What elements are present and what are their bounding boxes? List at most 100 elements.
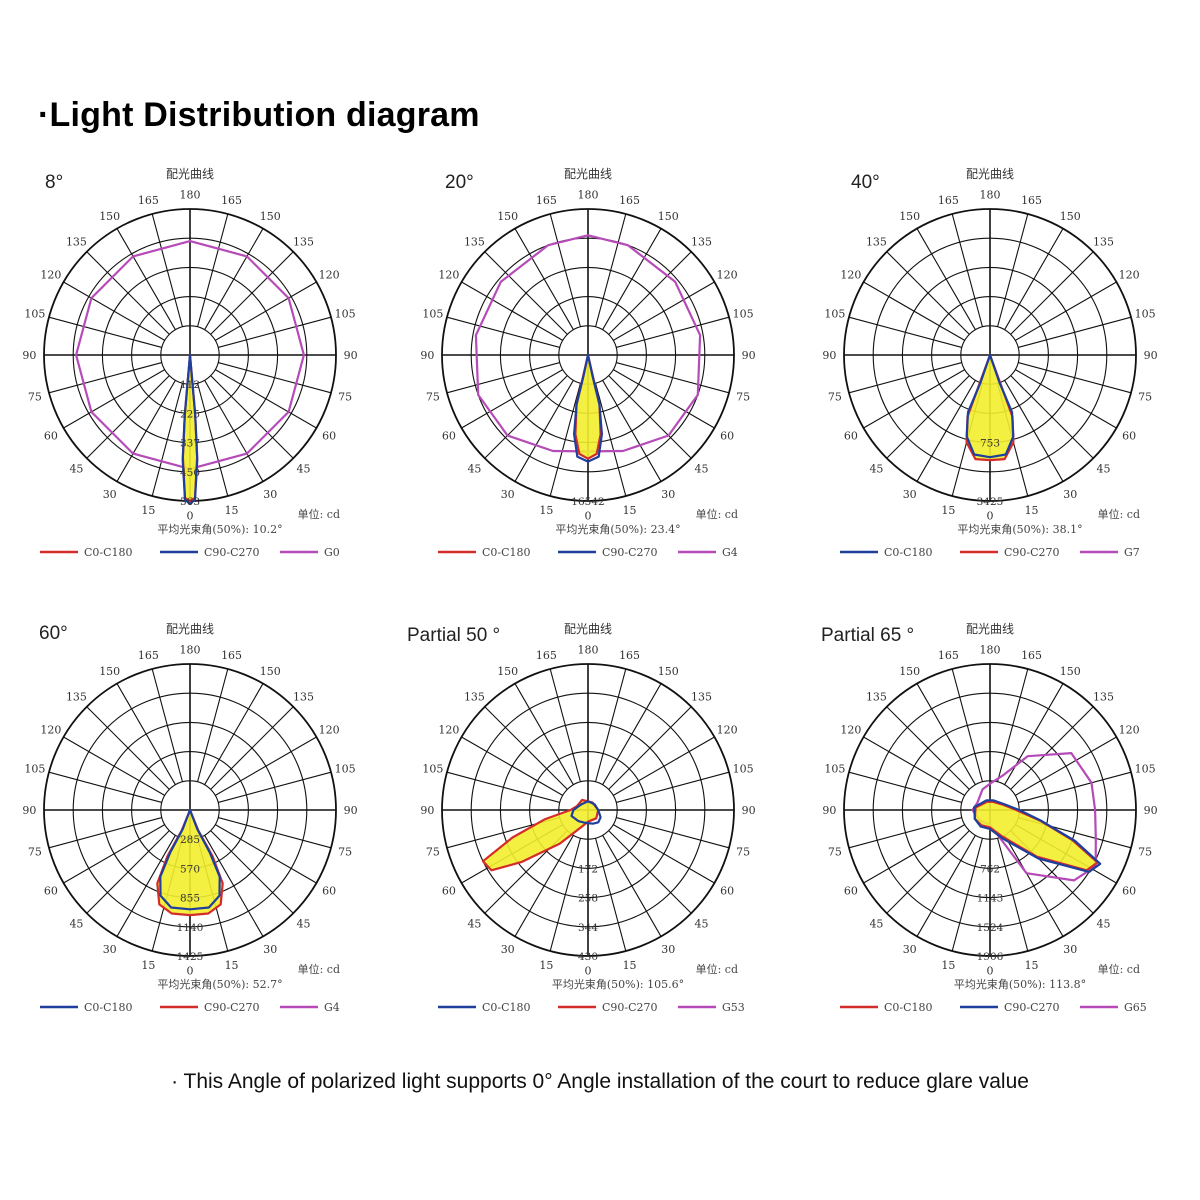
- legend-label: C0-C180: [84, 1001, 133, 1014]
- angle-tick-label: 75: [1138, 846, 1152, 859]
- angle-tick-label: 15: [539, 959, 553, 972]
- grid-spoke: [1004, 683, 1064, 785]
- grid-spoke: [86, 375, 170, 459]
- angle-tick-label: 135: [464, 235, 485, 248]
- grid-spoke: [63, 369, 165, 429]
- grid-spoke: [218, 817, 332, 849]
- angle-tick-label: 60: [844, 429, 858, 442]
- grid-spoke: [446, 316, 560, 348]
- angle-tick-label: 30: [263, 943, 277, 956]
- angle-tick-label: 30: [103, 943, 117, 956]
- grid-spoke: [616, 316, 730, 348]
- angle-tick-label: 180: [578, 643, 599, 656]
- legend-label: C0-C180: [884, 1001, 933, 1014]
- grid-spoke: [602, 228, 662, 330]
- legend-label: G53: [722, 1001, 745, 1014]
- grid-spoke: [514, 835, 574, 937]
- angle-tick-label: 150: [658, 665, 679, 678]
- angle-tick-label: 75: [736, 846, 750, 859]
- grid-spoke: [1018, 316, 1132, 348]
- angle-tick-label: 45: [1097, 463, 1111, 476]
- radial-value-label: 337: [180, 438, 200, 450]
- unit-label: 单位: cd: [696, 962, 738, 976]
- angle-tick-label: 30: [1063, 943, 1077, 956]
- legend-item: C0-C180: [40, 1001, 133, 1014]
- angle-tick-label: 105: [422, 307, 443, 320]
- angle-tick-label: 165: [1021, 194, 1042, 207]
- polar-diagram-p50: Partial 50 ° 配光曲线 180 165 150 135 120 105 90 75 60…: [407, 615, 763, 1035]
- grid-spoke: [1004, 835, 1064, 937]
- distribution-curve-magenta: [474, 234, 702, 453]
- grid-spoke: [210, 375, 294, 459]
- legend-label: C0-C180: [84, 546, 133, 559]
- grid-spoke: [549, 838, 581, 952]
- grid-spoke: [116, 380, 176, 482]
- angle-tick-label: 165: [221, 649, 242, 662]
- radial-value-label: 753: [980, 438, 1000, 450]
- grid-spoke: [863, 281, 965, 341]
- angle-tick-label: 75: [28, 846, 42, 859]
- diagram-angle-label: 60°: [39, 623, 68, 644]
- angle-tick-label: 30: [501, 943, 515, 956]
- radial-value-label: 1906: [977, 951, 1004, 963]
- legend-item: C0-C180: [438, 546, 531, 559]
- grid-spoke: [86, 706, 170, 790]
- grid-spoke: [1018, 771, 1132, 803]
- radial-value-label: 855: [180, 893, 200, 905]
- grid-spoke: [1010, 251, 1094, 335]
- angle-tick-label: 15: [225, 959, 239, 972]
- angle-tick-label: 0: [187, 510, 194, 523]
- angle-tick-label: 105: [422, 762, 443, 775]
- legend-item: C90-C270: [160, 1001, 260, 1014]
- angle-tick-label: 165: [938, 194, 959, 207]
- angle-tick-label: 45: [69, 463, 83, 476]
- angle-tick-label: 135: [1093, 690, 1114, 703]
- distribution-curve-blue: [973, 799, 1102, 873]
- grid-spoke: [1010, 706, 1094, 790]
- grid-spoke: [613, 369, 715, 429]
- legend-label: G4: [324, 1001, 340, 1014]
- grid-spoke: [608, 251, 692, 335]
- legend-item: C90-C270: [960, 1001, 1060, 1014]
- angle-tick-label: 90: [22, 804, 36, 817]
- angle-tick-label: 165: [138, 194, 159, 207]
- grid-spoke: [951, 213, 983, 327]
- angle-tick-label: 120: [319, 724, 340, 737]
- angle-tick-label: 30: [661, 943, 675, 956]
- angle-tick-label: 30: [501, 488, 515, 501]
- angle-tick-label: 120: [840, 724, 861, 737]
- unit-label: 单位: cd: [298, 962, 340, 976]
- angle-tick-label: 15: [941, 959, 955, 972]
- angle-tick-label: 150: [497, 665, 518, 678]
- angle-tick-label: 150: [1060, 210, 1081, 223]
- angle-tick-label: 45: [869, 463, 883, 476]
- angle-tick-label: 0: [987, 510, 994, 523]
- angle-tick-label: 90: [22, 349, 36, 362]
- grid-spoke: [446, 771, 560, 803]
- grid-spoke: [215, 369, 317, 429]
- angle-tick-label: 165: [938, 649, 959, 662]
- grid-spoke: [863, 736, 965, 796]
- polar-diagram-60: 60° 配光曲线 180 165 150 135 120 105 90 75 60 45 30 15 0 15…: [22, 615, 365, 1035]
- grid-spoke: [1015, 736, 1117, 796]
- legend-item: C90-C270: [960, 546, 1060, 559]
- angle-tick-label: 150: [658, 210, 679, 223]
- legend-label: C90-C270: [1004, 1001, 1060, 1014]
- angle-tick-label: 90: [822, 349, 836, 362]
- grid-spoke: [595, 668, 627, 782]
- legend-label: G0: [324, 546, 340, 559]
- angle-tick-label: 90: [344, 804, 358, 817]
- grid-spoke: [215, 824, 317, 884]
- grid-spoke: [602, 835, 662, 937]
- grid-spoke: [616, 817, 730, 849]
- angle-tick-label: 0: [987, 965, 994, 978]
- angle-tick-label: 45: [467, 918, 481, 931]
- grid-spoke: [602, 683, 662, 785]
- angle-tick-label: 120: [717, 724, 738, 737]
- angle-tick-label: 45: [297, 918, 311, 931]
- legend-label: C90-C270: [1004, 546, 1060, 559]
- angle-tick-label: 60: [44, 884, 58, 897]
- angle-tick-label: 0: [585, 510, 592, 523]
